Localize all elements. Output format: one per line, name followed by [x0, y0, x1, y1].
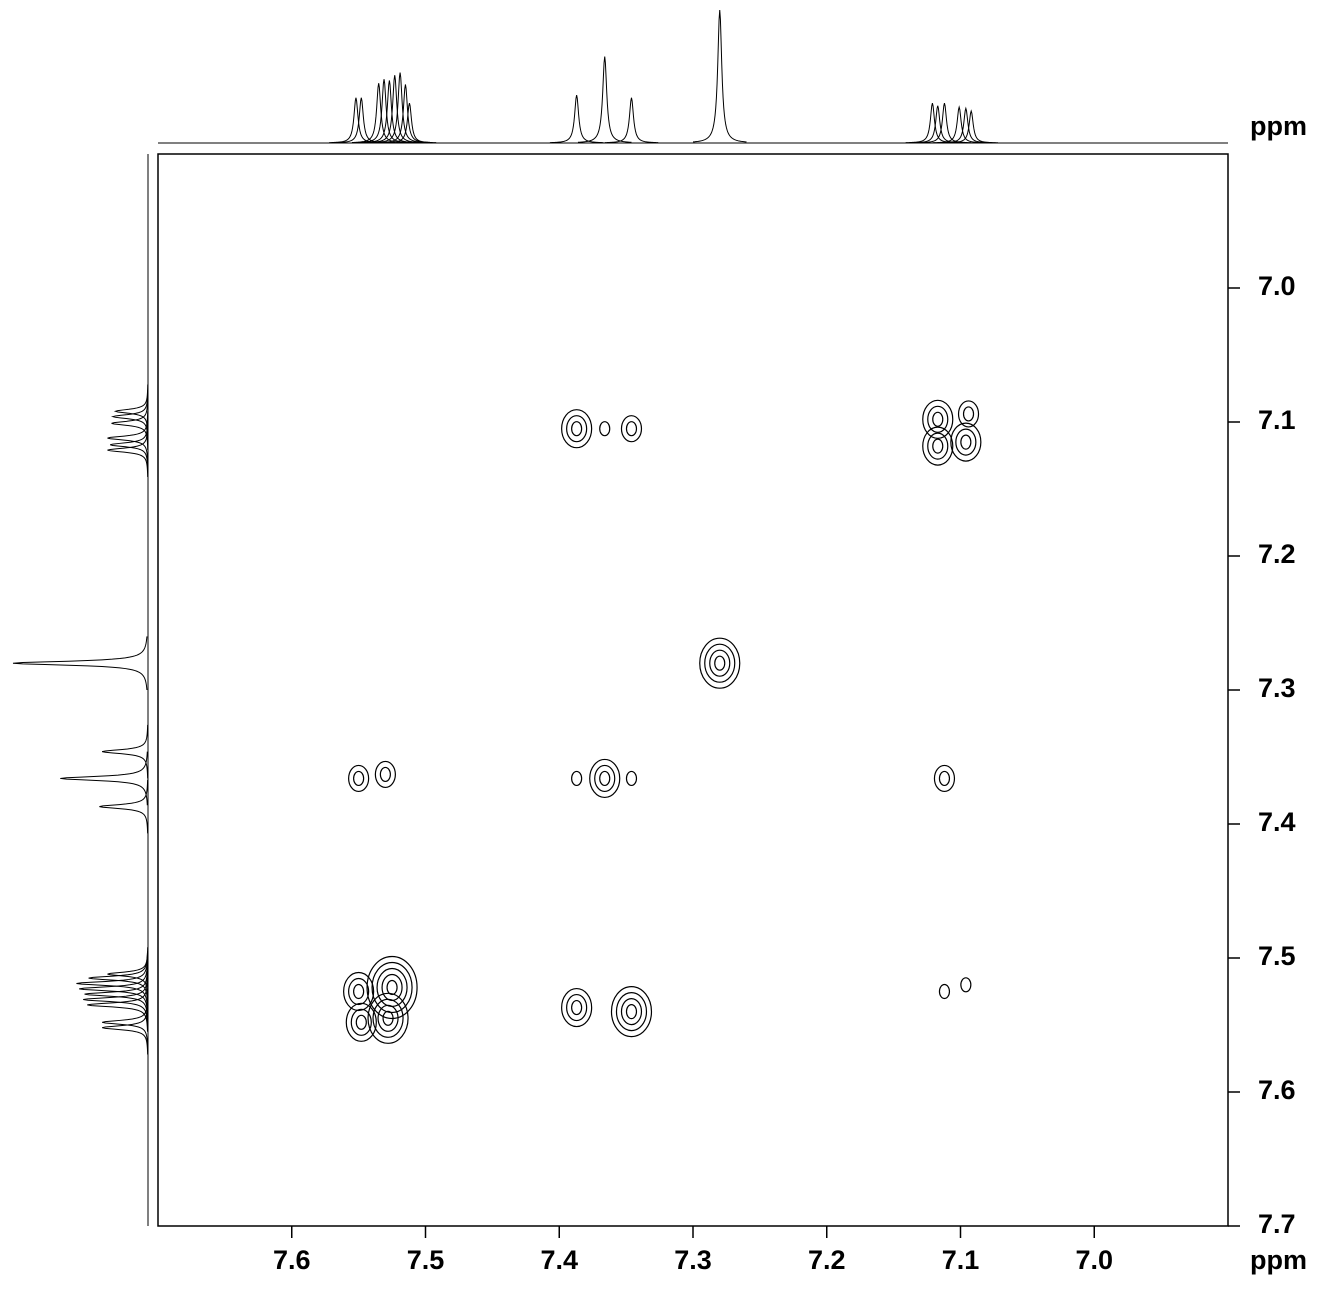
x-tick-label: 7.6 [273, 1245, 311, 1275]
contour-ring [561, 409, 593, 449]
contour-ring [386, 979, 398, 996]
contour-ring [348, 764, 370, 793]
left-projection-peak [113, 384, 149, 439]
x-tick-label: 7.3 [674, 1245, 712, 1275]
x-axis-label: ppm [1250, 1245, 1307, 1275]
contour-ring [962, 406, 975, 422]
y-tick-label: 7.3 [1258, 673, 1296, 703]
contour-ring [382, 1010, 394, 1026]
contour-ring [620, 415, 643, 443]
top-projection-peak [917, 102, 972, 144]
contour-ring [960, 977, 972, 993]
contour-ring [571, 770, 583, 787]
contour-ring [599, 770, 611, 787]
contour-ring [932, 438, 944, 454]
contour-ring [571, 421, 583, 437]
contour-ring [561, 987, 593, 1028]
x-tick-label: 7.5 [407, 1245, 445, 1275]
contour-ring [589, 758, 621, 799]
contour-ring [625, 421, 638, 437]
contour-ring [371, 961, 413, 1014]
y-tick-label: 7.4 [1258, 807, 1296, 837]
contour-ring [699, 637, 741, 689]
contour-ring [709, 649, 731, 677]
x-tick-label: 7.2 [808, 1245, 846, 1275]
y-tick-label: 7.1 [1258, 405, 1296, 435]
left-projection-peak [12, 636, 148, 691]
contour-ring [950, 422, 982, 462]
contour-ring [955, 428, 977, 456]
contour-ring [922, 426, 954, 466]
left-projection-peak [107, 411, 149, 465]
contour-ring [350, 1008, 372, 1036]
contour-ring [374, 760, 396, 789]
contour-ring [714, 655, 726, 671]
contour-ring [932, 411, 944, 427]
contour-ring [353, 770, 365, 787]
left-projection-peak [102, 724, 149, 779]
contour-ring [625, 1003, 638, 1020]
contour-ring [571, 999, 583, 1016]
top-projection-peak [692, 9, 747, 143]
top-projection-peak [604, 97, 659, 144]
contour-ring [377, 1004, 399, 1032]
contour-ring [381, 973, 403, 1002]
x-tick-label: 7.0 [1075, 1245, 1113, 1275]
y-tick-label: 7.5 [1258, 941, 1296, 971]
left-projection-peak [107, 947, 149, 1001]
contour-ring [957, 400, 980, 428]
contour-ring [348, 977, 370, 1006]
plot-frame [157, 153, 1229, 1227]
contour-ring [938, 983, 951, 1000]
left-projection-peak [60, 751, 148, 806]
x-tick-label: 7.4 [540, 1245, 578, 1275]
y-axis-label: ppm [1250, 111, 1307, 141]
contour-ring [927, 405, 949, 433]
contour-ring [566, 993, 588, 1022]
contour-ring [933, 764, 956, 793]
contour-ring [927, 432, 949, 460]
contour-ring [922, 399, 954, 439]
contour-ring [704, 643, 736, 683]
y-tick-label: 7.0 [1258, 271, 1296, 301]
contour-ring [366, 955, 418, 1020]
contour-ring [367, 992, 409, 1044]
contour-ring [566, 415, 588, 443]
contour-ring [599, 421, 611, 437]
left-projection-peak [99, 779, 149, 834]
top-projection-peak [382, 102, 437, 144]
contour-ring [343, 971, 375, 1012]
contour-ring [610, 985, 653, 1038]
contour-ring [379, 766, 391, 783]
y-tick-label: 7.7 [1258, 1209, 1296, 1239]
contour-ring [355, 1014, 367, 1030]
contour-ring [625, 770, 638, 787]
y-tick-label: 7.2 [1258, 539, 1296, 569]
contour-ring [938, 770, 951, 787]
contour-ring [345, 1002, 377, 1042]
y-tick-label: 7.6 [1258, 1075, 1296, 1105]
top-projection-peak [944, 109, 998, 144]
contour-ring [372, 998, 404, 1038]
top-projection-peak [577, 56, 632, 143]
x-tick-label: 7.1 [942, 1245, 980, 1275]
contour-ring [620, 997, 643, 1026]
contour-ring [615, 991, 648, 1032]
top-projection-peak [373, 72, 427, 143]
left-projection-peak [76, 956, 148, 1011]
contour-ring [594, 764, 616, 793]
contour-ring [353, 983, 365, 1000]
top-projection-peak [549, 95, 604, 144]
contour-ring [960, 434, 972, 450]
